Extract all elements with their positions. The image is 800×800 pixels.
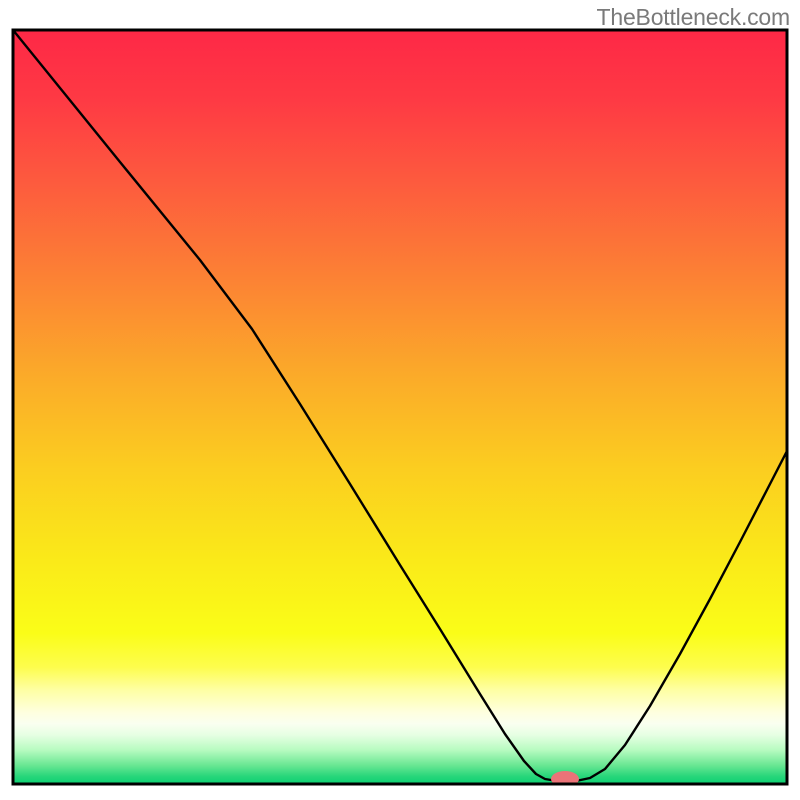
watermark-text: TheBottleneck.com bbox=[597, 4, 790, 31]
chart-container: { "watermark": { "text": "TheBottleneck.… bbox=[0, 0, 800, 800]
bottleneck-chart bbox=[0, 0, 800, 800]
